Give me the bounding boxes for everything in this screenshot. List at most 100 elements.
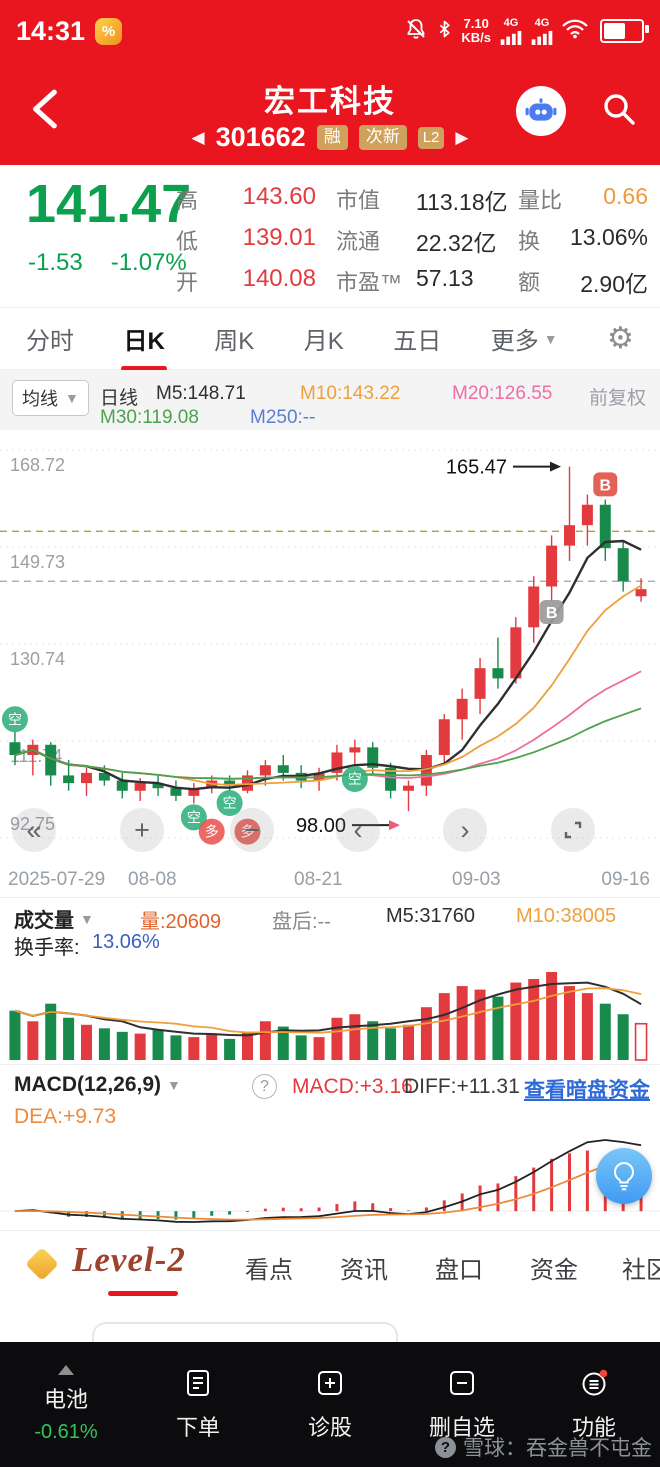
scroll-left-button[interactable]: ‹ [336,808,380,852]
dea-value: DEA:+9.73 [14,1105,117,1128]
back-button[interactable] [30,86,58,137]
nav-battery[interactable]: 电池 -0.61% [0,1342,132,1467]
label-marketcap: 市值 [336,188,381,213]
tab-funds[interactable]: 资金 [530,1257,578,1284]
search-icon[interactable] [600,90,638,133]
value-pe: 57.13 [416,265,474,291]
label-volratio: 量比 [518,188,563,213]
value-turnover: 13.06% [569,224,648,250]
notification-muted-icon [404,17,428,46]
assistant-badge-icon: % [95,17,123,45]
volume-ma5: M5:31760 [386,905,475,927]
turnover-label: 换手率: [14,937,80,959]
status-bar: 14:31 % 7.10 KB/s 4G 4G [0,0,660,62]
zoom-out-button[interactable]: − [230,808,274,852]
volume-ma10: M10:38005 [516,905,617,927]
tab-highlights[interactable]: 看点 [245,1257,293,1284]
svg-text:多: 多 [205,824,219,840]
svg-text:空: 空 [8,711,22,727]
ma250-value: M250:-- [250,407,316,428]
scroll-right-button[interactable]: › [443,808,487,852]
signal-sim2-icon: 4G [531,17,553,45]
ma-dropdown[interactable]: 均线 ▼ [12,380,89,416]
svg-text:168.72: 168.72 [10,455,65,475]
x-tick: 09-16 [601,869,650,890]
tab-minute[interactable]: 分时 [26,328,74,355]
order-form-icon [183,1368,213,1403]
tab-orderbook[interactable]: 盘口 [435,1257,483,1284]
nav-functions[interactable]: 功能 [528,1342,660,1467]
volume-chart[interactable] [0,958,660,1062]
change-percent: -1.07% [110,249,187,276]
tab-news[interactable]: 资讯 [340,1257,388,1284]
svg-text:B: B [599,477,611,494]
price-change: -1.53 -1.07% [28,249,187,277]
period-tab-bar: 分时 日K 周K 月K 五日 更多 ▼ ⚙ [0,308,660,370]
bluetooth-icon [437,18,452,45]
lightbulb-button[interactable] [596,1148,652,1204]
tab-daily-k[interactable]: 日K [123,321,164,356]
fullscreen-icon[interactable] [551,808,595,852]
macd-legend: MACD(12,26,9) ▼ ? MACD:+3.16 DIFF:+11.31 … [0,1064,660,1134]
menu-circle-icon [579,1368,609,1403]
svg-text:165.47: 165.47 [446,457,507,479]
content-tab-bar [0,1230,660,1302]
adjust-mode-label[interactable]: 前复权 [588,388,646,409]
macd-value: MACD:+3.16 [292,1075,413,1098]
title-bar: 宏工科技 ◀ 301662 融 次新 L2 ▶ [0,62,660,165]
diff-value: DIFF:+11.31 [404,1075,520,1098]
ma5-value: M5:148.71 [156,383,246,404]
ma-legend: 均线 ▼ 日线 M5:148.71 M10:143.22 M20:126.55 前… [0,370,660,430]
volume-dropdown[interactable]: 成交量 ▼ [14,910,94,932]
bottom-nav-bar: 电池 -0.61% 下单 诊股 删自选 功能 [0,1342,660,1467]
minus-box-icon [447,1368,477,1403]
turnover-value: 13.06% [92,931,160,953]
tab-weekly-k[interactable]: 周K [214,328,255,355]
nav-diagnose-stock[interactable]: 诊股 [264,1342,396,1467]
zoom-in-button[interactable]: + [120,808,164,852]
svg-text:空: 空 [348,771,362,787]
label-pe: 市盈™ [336,270,403,295]
nav-remove-watchlist[interactable]: 删自选 [396,1342,528,1467]
label-low: 低 [176,229,199,254]
tab-more[interactable]: 更多 ▼ [490,328,558,355]
quote-panel: 141.47 -1.53 -1.07% 高 143.60 市值 113.18亿 … [0,165,660,308]
signal-sim1-icon: 4G [500,17,522,45]
scroll-fast-left-button[interactable]: « [12,808,56,852]
assistant-robot-button[interactable] [516,86,566,136]
x-axis: 2025-07-29 08-08 08-21 09-03 09-16 [0,862,660,898]
tab-level2[interactable]: Level-2 [72,1240,186,1279]
wifi-icon [562,19,588,44]
svg-text:92.75: 92.75 [10,814,55,834]
volume-legend: 成交量 ▼ 量:20609 盘后:-- M5:31760 M10:38005 换手… [0,898,660,959]
label-open: 开 [176,270,199,295]
kline-chart-pane: 168.72 149.73 130.74 111.74 92.75 空空空空多多 B B 165… [0,430,660,862]
collapse-caret-icon [58,1365,74,1375]
dark-pool-link[interactable]: 查看暗盘资金 [524,1079,650,1102]
x-tick: 08-21 [294,869,343,890]
prev-stock-icon[interactable]: ◀ [191,127,205,147]
tab-community[interactable]: 社区 [622,1257,660,1284]
xueqiu-logo-icon: ? [435,1436,456,1458]
ma20-value: M20:126.55 [452,383,553,404]
tab-five-day[interactable]: 五日 [393,328,442,355]
margin-badge: 融 [316,125,348,150]
macd-dropdown[interactable]: MACD(12,26,9) ▼ [14,1073,181,1096]
chevron-down-icon: ▼ [543,330,558,347]
label-amount: 额 [518,270,541,295]
value-open: 140.08 [242,265,316,292]
value-low: 139.01 [242,224,316,251]
chart-settings-icon[interactable]: ⚙ [607,322,634,355]
nav-place-order[interactable]: 下单 [132,1342,264,1467]
macd-chart[interactable] [0,1134,660,1230]
svg-text:多: 多 [241,824,255,840]
help-icon[interactable]: ? [252,1074,277,1099]
tab-monthly-k[interactable]: 月K [303,328,344,355]
svg-text:空: 空 [187,809,201,825]
next-stock-icon[interactable]: ▶ [455,127,469,147]
new-stock-badge: 次新 [358,125,407,150]
label-high: 高 [176,188,199,213]
ma30-value: M30:119.08 [100,407,199,428]
